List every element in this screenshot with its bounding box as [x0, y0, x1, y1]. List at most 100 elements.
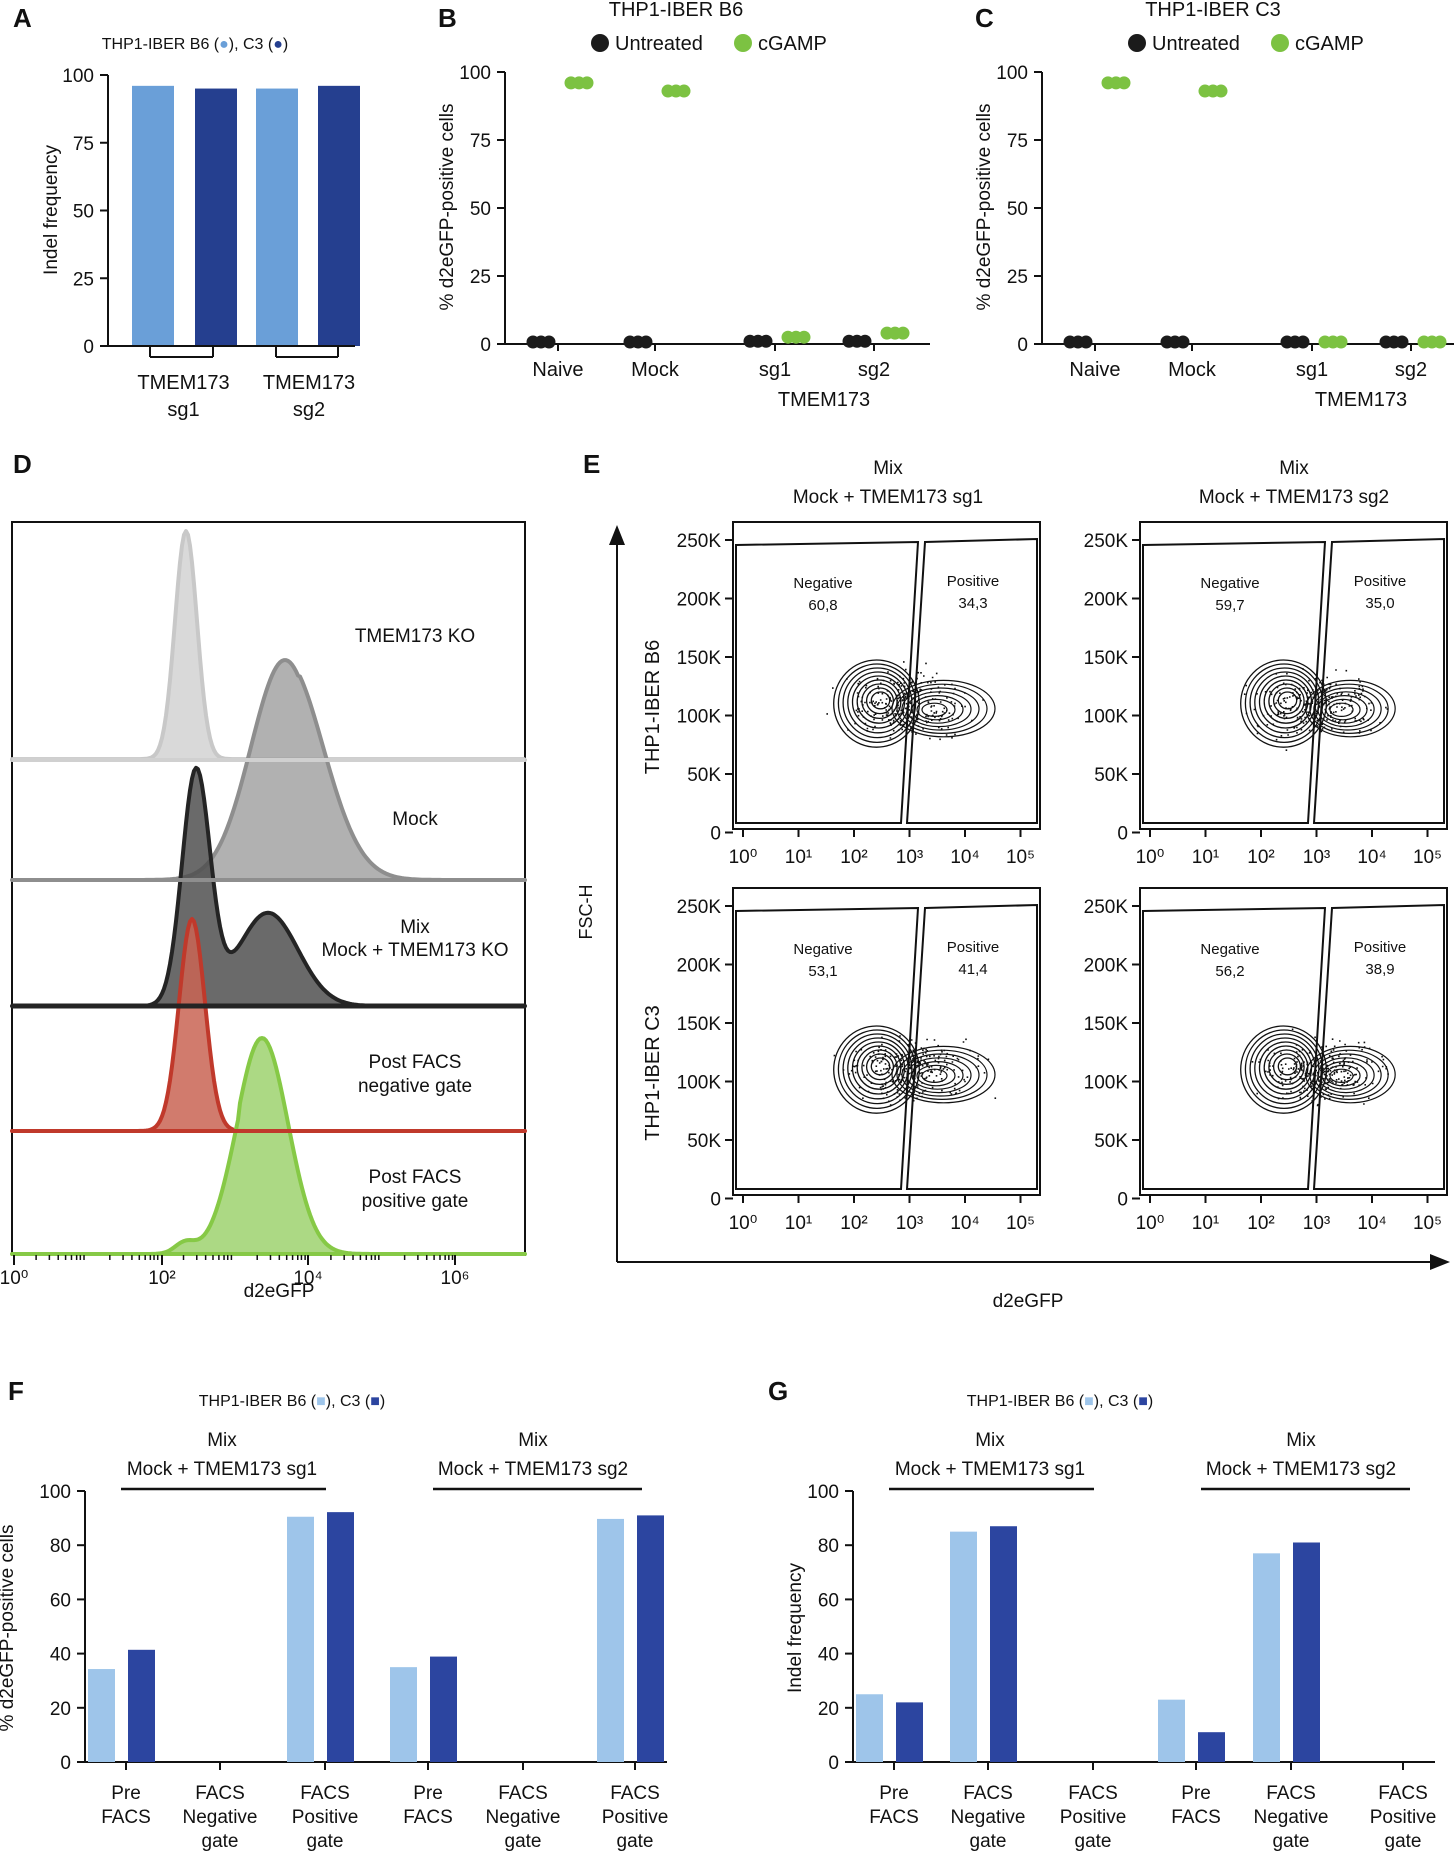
panel-A-legend: THP1-IBER B6 (●), C3 (●) [102, 36, 288, 53]
panel-B-x-label: sg1 [759, 359, 791, 381]
panel-A-group-label: TMEM173 [263, 372, 355, 394]
panel-E-plot-1-0-gate-pos-value: 41,4 [958, 961, 987, 978]
panel-B-group-label: TMEM173 [778, 389, 870, 411]
panel-E-plot-1-0-x-tick-label: 10⁵ [1006, 1213, 1035, 1234]
panel-B-x-label: sg2 [858, 359, 890, 381]
panel-E-plot-0-1-x-tick-label: 10² [1247, 847, 1274, 868]
panel-C-ylabel: % d2eGFP-positive cells [974, 104, 995, 311]
panel-G-group-title: Mock + TMEM173 sg1 [895, 1459, 1085, 1480]
panel-A-bar-B6 [256, 88, 298, 347]
legend-swatch: ■ [1084, 1393, 1094, 1410]
panel-F-x-label: FACS [403, 1807, 453, 1828]
panel-E-plot-1-1-x-tick-label: 10² [1247, 1213, 1274, 1234]
panel-C-point-cGAMP [1433, 335, 1447, 349]
panel-D-x-tick-label: 10⁴ [293, 1268, 322, 1289]
panel-D-track-label: Post FACS [369, 1052, 462, 1073]
panel-F-group-title: Mock + TMEM173 sg2 [438, 1459, 628, 1480]
panel-E-plot-1-1-x-tick-label: 10³ [1303, 1213, 1330, 1234]
panel-C-legend-cgamp: cGAMP [1295, 33, 1364, 55]
panel-E-plot-0-1-gate-pos-value: 35,0 [1365, 595, 1394, 612]
panel-E-plot-0-0-contour [847, 671, 909, 734]
panel-A-y-tick-label: 75 [73, 134, 94, 155]
panel-E-plot-0-1-contour [1240, 659, 1327, 748]
panel-E-plot-0-1-gate-pos-label: Positive [1354, 573, 1407, 590]
panel-B-legend-dot-cgamp [734, 34, 752, 52]
panel-E-plot-0-1-x-tick-label: 10⁰ [1136, 847, 1165, 868]
panel-E-plot-1-1-gate-pos-label: Positive [1354, 939, 1407, 956]
panel-E-plot-1-0-gate-neg-label: Negative [793, 941, 852, 958]
panel-G-bar-C3 [896, 1702, 923, 1762]
legend-text: ) [380, 1393, 385, 1410]
panel-A-ylabel: Indel frequency [41, 145, 62, 275]
panel-E-plot-0-0-contour [901, 687, 980, 731]
panel-F-group-title: Mix [207, 1430, 237, 1451]
panel-E-plot-1-0-y-tick-label: 100K [677, 1073, 722, 1094]
panel-B-legend-dot-untreated [591, 34, 609, 52]
panel-D-track-label: TMEM173 KO [355, 626, 475, 647]
panel-E-plot-1-1-frame [1139, 887, 1448, 1196]
legend-text: THP1-IBER B6 ( [967, 1393, 1085, 1410]
panel-A-y-tick-label: 0 [83, 337, 94, 358]
panel-E-plot-0-1-contour [1263, 679, 1309, 724]
panel-G-legend: THP1-IBER B6 (■), C3 (■) [967, 1393, 1153, 1410]
panel-G-y-tick-label: 100 [807, 1482, 839, 1503]
panel-E-plot-0-0-contour [842, 667, 913, 739]
panel-E-plot-0-1-x-tick-label: 10¹ [1192, 847, 1219, 868]
panel-D-track-label: Mock + TMEM173 KO [321, 940, 508, 961]
panel-E-plot-0-0-gate-pos-label: Positive [947, 573, 1000, 590]
panel-F-group-title: Mix [518, 1430, 548, 1451]
panel-E-plot-1-1-contour [1263, 1045, 1309, 1090]
panel-D-x-tick-label: 10² [148, 1268, 175, 1289]
panel-B-y-tick-label: 50 [470, 199, 491, 220]
panel-A-group-label: sg2 [293, 399, 325, 421]
panel-C-title: THP1-IBER C3 [1145, 0, 1281, 21]
panel-E-plot-1-1-gate-pos-value: 38,9 [1365, 961, 1394, 978]
panel-G-ylabel: Indel frequency [785, 1563, 806, 1693]
panel-G-x-label: FACS [1266, 1783, 1316, 1804]
panel-F-x-label: Negative [183, 1807, 258, 1828]
panel-G-x-label: FACS [1378, 1783, 1428, 1804]
panel-B-y-tick-label: 0 [480, 335, 491, 356]
panel-G-bar-C3 [990, 1526, 1017, 1762]
panel-B-legend-untreated: Untreated [615, 33, 703, 55]
panel-G-x-label: gate [970, 1831, 1007, 1852]
panel-E-plot-0-1-contour [1244, 663, 1324, 744]
panel-E-plot-0-0-dots [826, 661, 984, 741]
legend-swatch: ■ [316, 1393, 326, 1410]
panel-G-x-label: FACS [1171, 1807, 1221, 1828]
panel-E-plot-0-0-x-tick-label: 10⁴ [950, 847, 979, 868]
panel-E-col-title: Mock + TMEM173 sg1 [793, 487, 983, 508]
panel-E-plot-1-0-contour [833, 1025, 920, 1114]
panel-E-plot-0-1-y-tick-label: 150K [1084, 648, 1129, 669]
panel-C-y-tick-label: 0 [1017, 335, 1028, 356]
panel-E-col-title: Mix [873, 458, 903, 479]
panel-B-point-cGAMP [677, 84, 691, 98]
legend-text: THP1-IBER B6 ( [102, 36, 220, 53]
panel-G-y-tick-label: 80 [818, 1536, 839, 1557]
panel-E-plot-1-1-y-tick-label: 0 [1117, 1190, 1128, 1211]
panel-E-plot-1-0-dots [833, 1035, 997, 1106]
panel-D-track-label: positive gate [362, 1191, 469, 1212]
panel-G-x-label: FACS [1068, 1783, 1118, 1804]
panel-E-plot-1-0-x-tick-label: 10³ [896, 1213, 923, 1234]
panel-B-point-Untreated [759, 334, 773, 348]
panel-F-bar-C3 [430, 1656, 457, 1762]
panel-F-x-label: gate [505, 1831, 542, 1852]
panel-E-plot-1-1-y-tick-label: 150K [1084, 1014, 1129, 1035]
panel-C-x-label: Mock [1168, 359, 1217, 381]
panel-G-y-tick-label: 60 [818, 1590, 839, 1611]
panel-E-col-title: Mix [1279, 458, 1309, 479]
panel-G-group-title: Mix [1286, 1430, 1316, 1451]
panel-E-plot-1-0-x-tick-label: 10⁰ [729, 1213, 758, 1234]
panel-E-plot-0-0-y-tick-label: 0 [710, 824, 721, 845]
panel-B-legend-cgamp: cGAMP [758, 33, 827, 55]
panel-B-y-tick-label: 100 [459, 63, 491, 84]
panel-D-track-label: Mix [400, 917, 430, 938]
panel-G-x-label: Negative [951, 1807, 1026, 1828]
panel-D-x-tick-label: 10⁰ [0, 1268, 28, 1289]
panel-F-bar-B6 [88, 1669, 115, 1762]
panel-E-plot-0-0-gate-positive [905, 537, 1038, 824]
panel-E-plot-0-1-y-tick-label: 100K [1084, 707, 1129, 728]
panel-D-xlabel: d2eGFP [244, 1281, 315, 1302]
panel-E-plot-0-1-contour [1329, 702, 1354, 718]
